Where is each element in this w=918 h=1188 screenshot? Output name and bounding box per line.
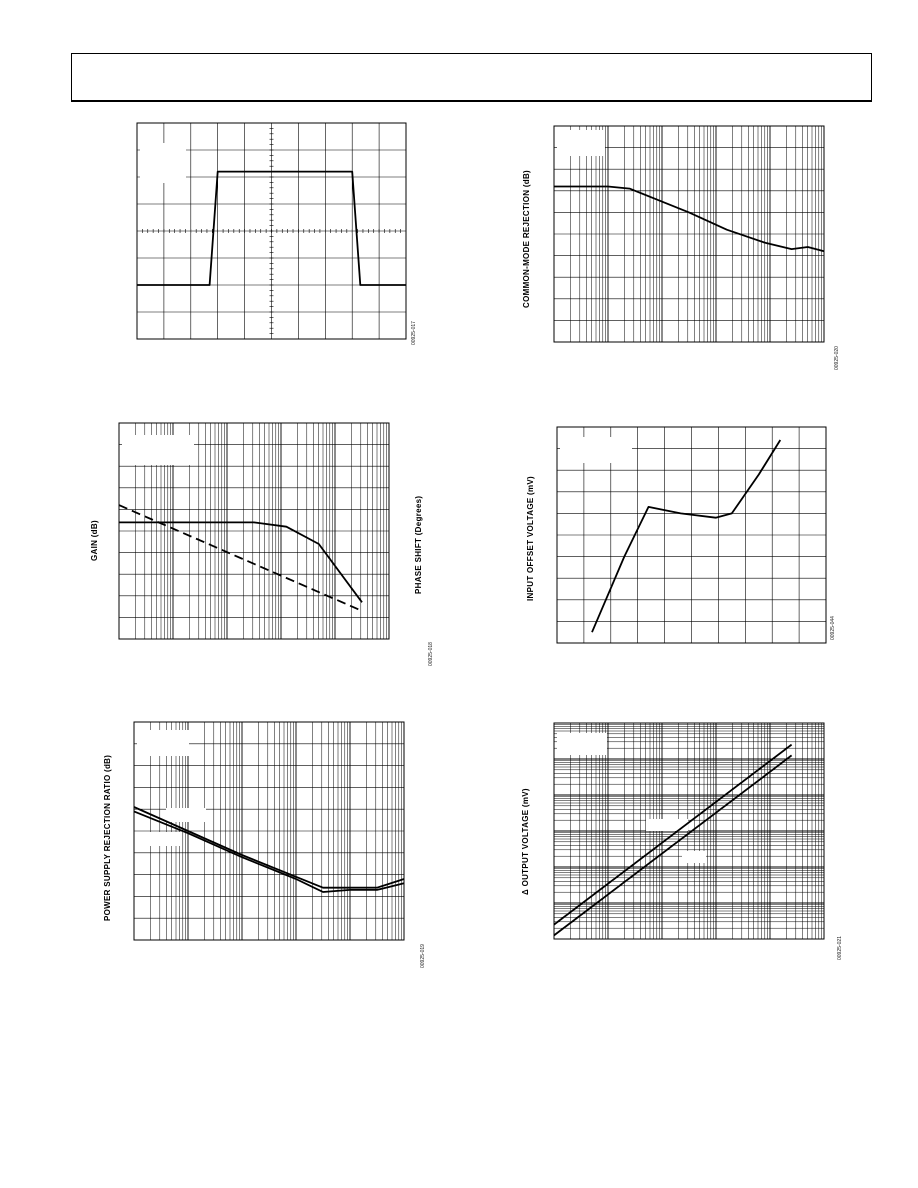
offset-voltage-svg [556,426,827,644]
offset-y-axis-label: INPUT OFFSET VOLTAGE (mV) [526,476,535,601]
psrr-svg [133,721,405,941]
series-line [137,170,406,286]
gain-y-axis-label: GAIN (dB) [90,520,99,561]
series-line [133,806,405,889]
delta-output-svg [553,722,825,940]
legend-box [557,130,605,156]
gain-phase-plot [118,422,390,640]
cmrr-svg [553,125,825,343]
psrr-y-axis-label: POWER SUPPLY REJECTION RATIO (dB) [103,754,112,921]
gain-phase-svg [118,422,390,640]
plot-frame [553,722,825,940]
delta-output-plot [553,722,825,940]
grid-lines [557,427,826,643]
grid-lines [554,126,824,342]
pulse-response-plot [136,122,407,340]
figure-code: 00925-018 [428,642,434,666]
plot-frame [136,122,407,340]
legend-box [557,733,607,755]
series-line [553,743,793,926]
legend-box [646,819,688,831]
legend-box [122,435,194,465]
plot-frame [553,125,825,343]
series-line [119,521,363,603]
series-line [554,185,825,253]
figure-code: 00925-021 [837,936,843,960]
plot-frame [133,721,405,941]
grid-lines [554,723,824,939]
legend-box [140,143,186,183]
offset-voltage-plot [556,426,827,644]
legend-box [166,808,206,822]
phase-right-axis-label: PHASE SHIFT (Degrees) [414,495,423,594]
legend-box [682,851,706,863]
delta-output-y-axis-label: Δ OUTPUT VOLTAGE (mV) [521,788,530,895]
cmrr-y-axis-label: COMMON-MODE REJECTION (dB) [522,169,531,308]
series-line [591,439,782,633]
series-line [133,810,405,893]
series-line [118,504,363,612]
cmrr-plot [553,125,825,343]
legend-box [560,437,632,463]
pulse-response-svg [136,122,407,340]
figure-code: 00925-017 [411,321,417,345]
legend-box [146,832,180,846]
legend-box [137,730,189,756]
plot-frame [556,426,827,644]
figure-code: 00925-019 [420,944,426,968]
figure-code: 00925-020 [834,346,840,370]
psrr-plot [133,721,405,941]
page-header-box [71,53,872,102]
figure-code: 00925-044 [830,616,836,640]
plot-frame [118,422,390,640]
series-line [553,754,793,937]
